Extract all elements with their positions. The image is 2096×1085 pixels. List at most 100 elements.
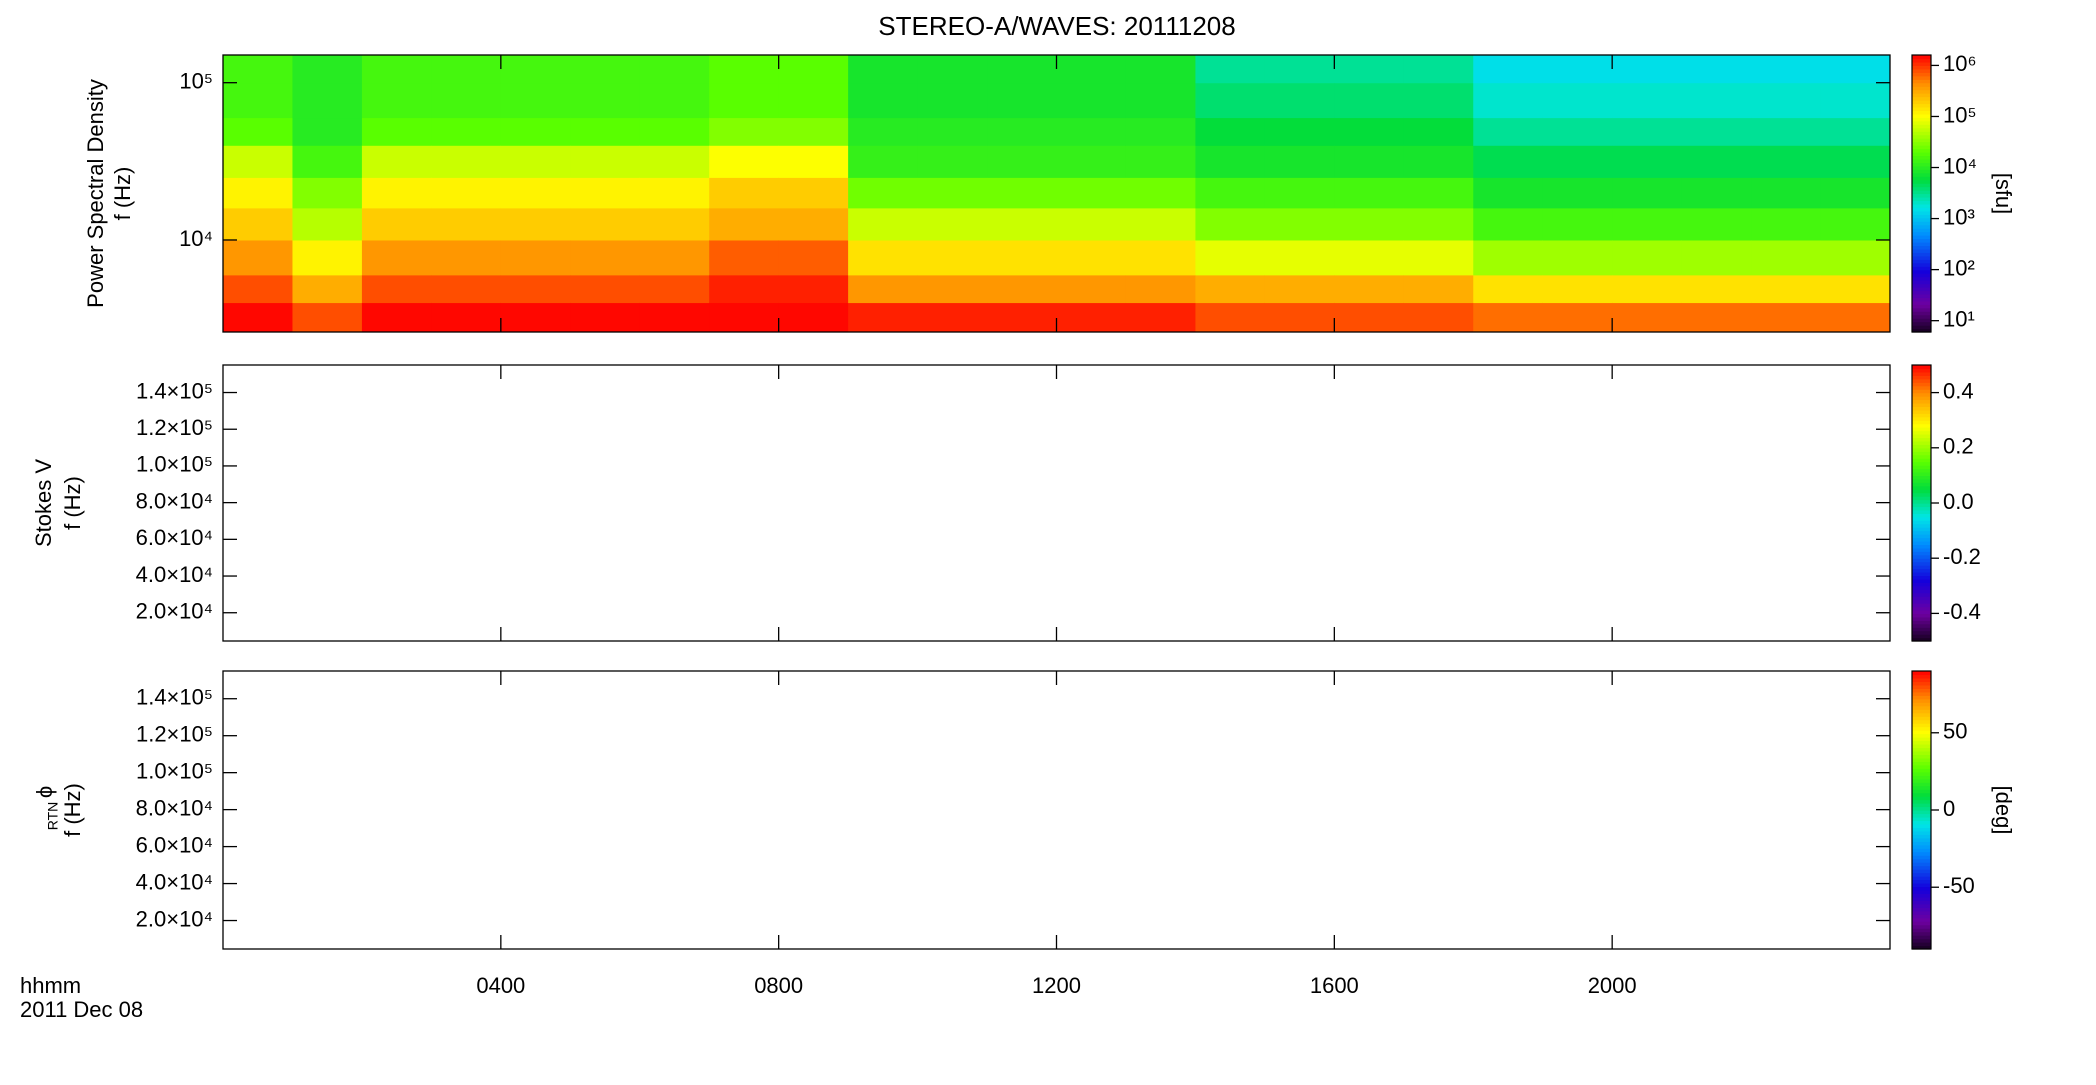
heatmap-cell — [709, 117, 780, 146]
colorbar-segment — [1912, 921, 1931, 926]
heatmap-cell — [987, 239, 1057, 276]
heatmap-cell — [1820, 177, 1891, 209]
heatmap-cell — [1542, 207, 1613, 241]
heatmap-cell — [1820, 207, 1891, 241]
colorbar-segment — [1912, 200, 1931, 205]
colorbar-segment — [1912, 224, 1931, 229]
heatmap-cell — [1334, 302, 1405, 333]
colorbar-segment — [1912, 461, 1931, 466]
colorbar-tick-label: 0.4 — [1943, 378, 1974, 403]
heatmap-cell — [292, 207, 363, 241]
colorbar-segment — [1912, 148, 1931, 153]
colorbar-segment — [1912, 207, 1931, 212]
colorbar-tick-label: 10² — [1943, 255, 1975, 280]
colorbar-segment — [1912, 117, 1931, 122]
heatmap-cell — [1056, 274, 1127, 304]
colorbar-segment — [1912, 371, 1931, 376]
colorbar-segment — [1912, 782, 1931, 787]
heatmap-cell — [848, 117, 919, 146]
heatmap-cell — [917, 145, 988, 178]
heatmap-cell — [1403, 239, 1474, 276]
colorbar-segment — [1912, 506, 1931, 511]
colorbar-segment — [1912, 203, 1931, 208]
colorbar-segment — [1912, 151, 1931, 157]
colorbar-segment — [1912, 293, 1931, 298]
y-tick-label: 1.2×10⁵ — [136, 722, 213, 747]
colorbar-segment — [1912, 712, 1931, 717]
colorbar-segment — [1912, 561, 1931, 566]
colorbar-segment — [1912, 747, 1931, 752]
colorbar-segment — [1912, 55, 1931, 60]
colorbar-segment — [1912, 266, 1931, 271]
heatmap-cell — [1542, 177, 1613, 209]
colorbar-segment — [1912, 304, 1931, 309]
heatmap-cell — [1612, 177, 1683, 209]
colorbar-segment — [1912, 124, 1931, 129]
heatmap-cell — [1612, 207, 1683, 241]
colorbar-segment — [1912, 434, 1931, 439]
colorbar-segment — [1912, 307, 1931, 312]
y-tick-label: 1.4×10⁵ — [136, 685, 213, 710]
colorbar-segment — [1912, 613, 1931, 618]
heatmap-cell — [1542, 302, 1613, 333]
colorbar-segment — [1912, 723, 1931, 728]
heatmap-cell — [1612, 117, 1683, 146]
heatmap-cell — [570, 274, 641, 304]
colorbar-segment — [1912, 530, 1931, 535]
colorbar-segment — [1912, 300, 1931, 305]
heatmap-cell — [848, 274, 919, 304]
heatmap-cell — [778, 145, 849, 178]
y-tick-label: 6.0×10⁴ — [136, 832, 213, 857]
x-tick-label: 2000 — [1588, 973, 1637, 998]
colorbar-segment — [1912, 492, 1931, 497]
colorbar-tick-label: 10¹ — [1943, 306, 1975, 331]
heatmap-cell — [1403, 55, 1474, 84]
colorbar-segment — [1912, 325, 1931, 330]
colorbar-segment — [1912, 127, 1931, 132]
heatmap-cell — [987, 117, 1057, 146]
colorbar-segment — [1912, 841, 1931, 846]
colorbar-segment — [1912, 544, 1931, 549]
colorbar-segment — [1912, 440, 1931, 445]
heatmap-cell — [1195, 117, 1266, 146]
heatmap-cell — [1403, 82, 1474, 119]
heatmap-cell — [500, 145, 571, 178]
colorbar-segment — [1912, 816, 1931, 822]
heatmap-cell — [431, 207, 502, 241]
heatmap-cell — [1542, 274, 1613, 304]
heatmap-cell — [1056, 145, 1127, 178]
colorbar-segment — [1912, 938, 1931, 943]
colorbar-segment — [1912, 796, 1931, 801]
heatmap-cell — [639, 302, 710, 333]
heatmap-cell — [917, 117, 988, 146]
heatmap-cell — [1820, 82, 1891, 119]
heatmap-cell — [1125, 177, 1196, 209]
colorbar-segment — [1912, 896, 1931, 901]
colorbar-segment — [1912, 606, 1931, 611]
colorbar-segment — [1912, 214, 1931, 219]
heatmap-cell — [1820, 55, 1891, 84]
colorbar-segment — [1912, 810, 1931, 815]
colorbar-segment — [1912, 771, 1931, 776]
colorbar-segment — [1912, 534, 1931, 539]
colorbar-segment — [1912, 82, 1931, 87]
colorbar-segment — [1912, 792, 1931, 797]
colorbar-segment — [1912, 599, 1931, 604]
heatmap-cell — [1403, 274, 1474, 304]
colorbar-segment — [1912, 509, 1931, 514]
heatmap-cell — [1751, 239, 1822, 276]
heatmap-cell — [848, 239, 919, 276]
heatmap-cell — [778, 55, 849, 84]
heatmap-cell — [639, 177, 710, 209]
colorbar-segment — [1912, 503, 1931, 508]
heatmap-cell — [223, 239, 293, 276]
heatmap-cell — [709, 239, 780, 276]
colorbar-segment — [1912, 451, 1931, 456]
heatmap-cell — [1681, 302, 1752, 333]
colorbar-segment — [1912, 399, 1931, 404]
colorbar-segment — [1912, 789, 1931, 794]
heatmap-cell — [778, 177, 849, 209]
colorbar-segment — [1912, 695, 1931, 700]
heatmap-cell — [223, 145, 293, 178]
